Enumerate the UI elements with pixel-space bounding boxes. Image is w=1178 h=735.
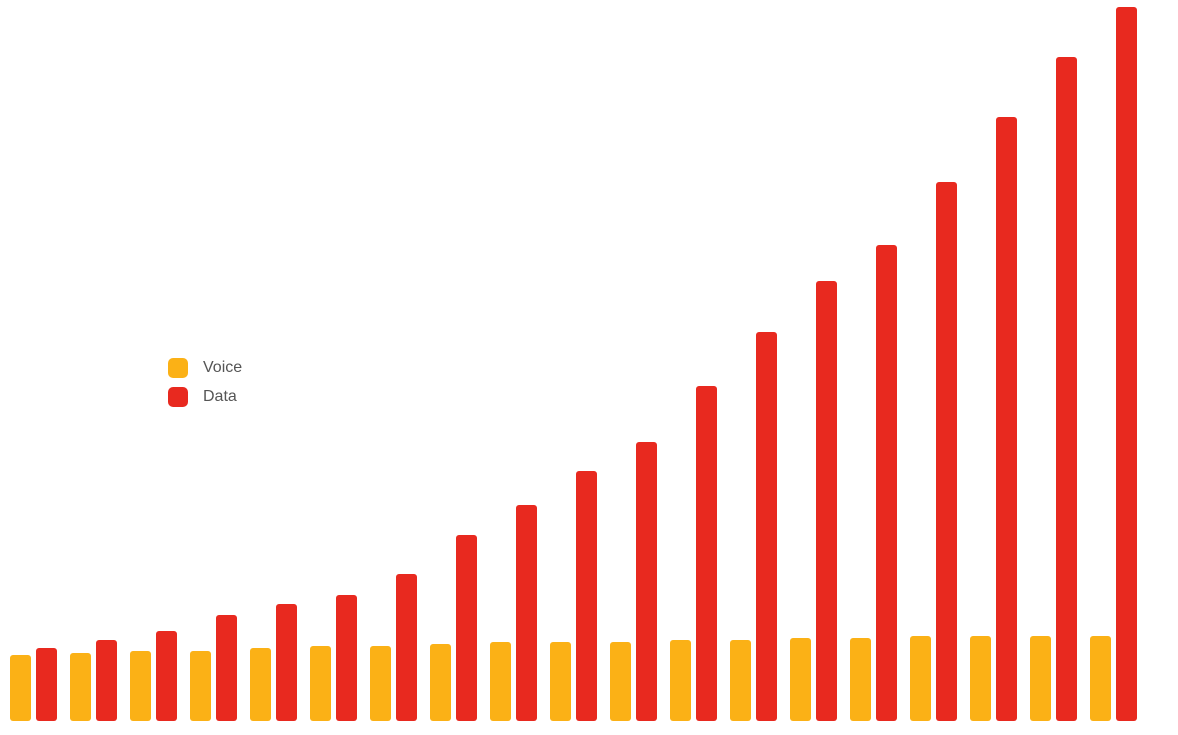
bar bbox=[456, 535, 477, 721]
bar bbox=[550, 642, 571, 721]
bar bbox=[876, 245, 897, 721]
bar bbox=[516, 505, 537, 721]
bar bbox=[636, 442, 657, 721]
bar bbox=[250, 648, 271, 721]
bar bbox=[936, 182, 957, 721]
bar bbox=[490, 642, 511, 721]
bar bbox=[970, 636, 991, 721]
bar bbox=[336, 595, 357, 721]
bar bbox=[430, 644, 451, 721]
legend-label: Data bbox=[203, 388, 237, 405]
legend-label: Voice bbox=[203, 359, 242, 376]
bar bbox=[816, 281, 837, 721]
bar bbox=[576, 471, 597, 721]
bar bbox=[130, 651, 151, 721]
bar bbox=[370, 646, 391, 721]
bar bbox=[396, 574, 417, 721]
bar bbox=[996, 117, 1017, 721]
bar bbox=[1116, 7, 1137, 721]
bar bbox=[1030, 636, 1051, 721]
legend-swatch bbox=[168, 358, 188, 378]
bar bbox=[696, 386, 717, 721]
bar bbox=[610, 642, 631, 721]
bar bbox=[216, 615, 237, 721]
bar bbox=[70, 653, 91, 721]
bar bbox=[790, 638, 811, 721]
bar bbox=[310, 646, 331, 721]
bar bbox=[10, 655, 31, 721]
bar bbox=[850, 638, 871, 721]
bar bbox=[670, 640, 691, 721]
bar bbox=[96, 640, 117, 721]
bar bbox=[1056, 57, 1077, 721]
bar bbox=[36, 648, 57, 721]
legend-swatch bbox=[168, 387, 188, 407]
bar bbox=[190, 651, 211, 721]
bar bbox=[910, 636, 931, 721]
bar bbox=[756, 332, 777, 721]
bar bbox=[276, 604, 297, 721]
bar bbox=[156, 631, 177, 721]
bar bbox=[1090, 636, 1111, 721]
bar bbox=[730, 640, 751, 721]
